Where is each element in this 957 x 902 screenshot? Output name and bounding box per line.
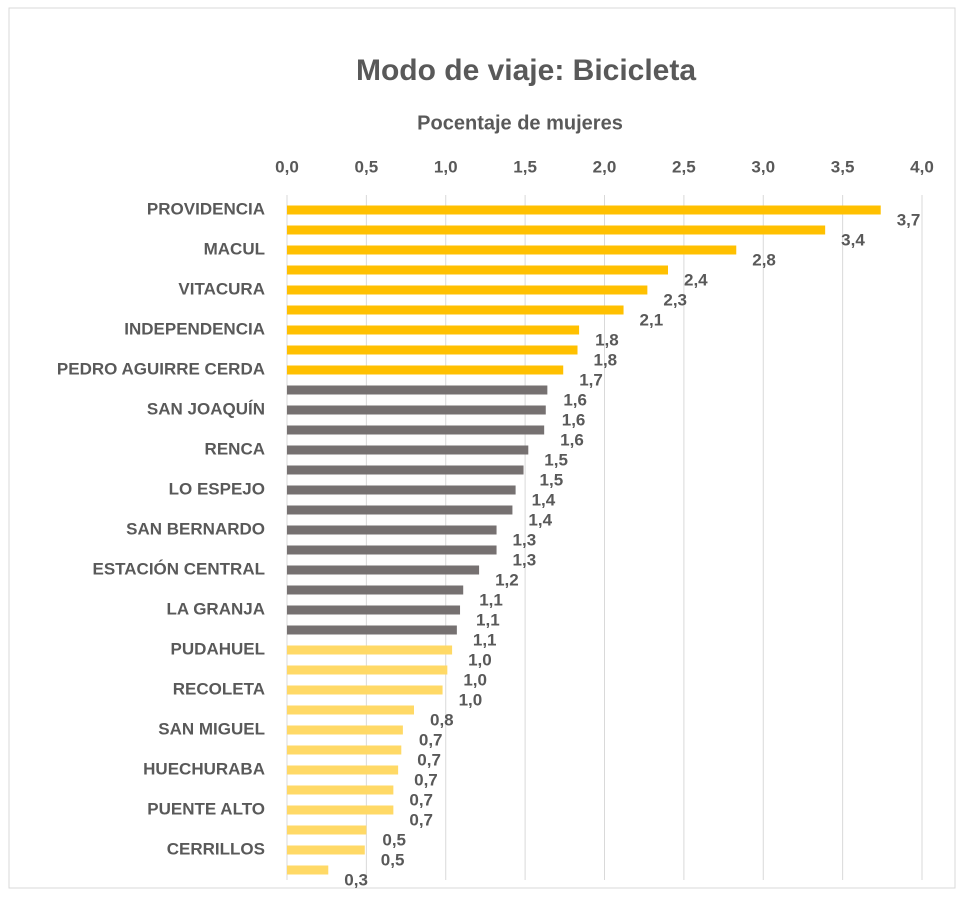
bar [287,385,548,395]
bar [287,825,367,835]
x-tick-label: 0,5 [355,157,379,176]
value-label: 0,3 [344,870,368,889]
bar [287,745,402,755]
value-label: 0,7 [414,770,438,789]
chart-subtitle: Pocentaje de mujeres [417,112,623,134]
y-tick-label: RECOLETA [173,679,265,698]
value-label: 0,8 [430,710,454,729]
x-tick-label: 2,0 [593,157,617,176]
value-label: 3,4 [841,230,865,249]
bar [287,465,524,475]
bar [287,305,624,315]
value-label: 1,2 [495,570,519,589]
chart-title: Modo de viaje: Bicicleta [356,54,696,87]
value-label: 0,5 [381,850,405,869]
value-label: 1,1 [476,610,500,629]
bar [287,225,826,235]
y-tick-label: RENCA [205,439,265,458]
bar [287,765,399,775]
y-tick-label: PROVIDENCIA [147,199,265,218]
value-label: 0,7 [409,790,433,809]
value-label: 0,7 [409,810,433,829]
bar [287,865,329,875]
bar [287,685,443,695]
y-tick-label: PUDAHUEL [171,639,265,658]
bar [287,665,448,675]
bar [287,325,580,335]
value-label: 0,7 [417,750,441,769]
bar [287,585,464,595]
bar [287,705,414,715]
bar [287,805,394,815]
x-tick-label: 1,5 [513,157,537,176]
x-tick-label: 2,5 [672,157,696,176]
bar [287,845,365,855]
bar [287,485,516,495]
value-label: 1,0 [463,670,487,689]
bar [287,605,461,615]
bar [287,545,497,555]
y-tick-label: INDEPENDENCIA [124,319,265,338]
bar [287,365,564,375]
value-label: 1,6 [563,390,587,409]
value-label: 2,1 [640,310,664,329]
y-tick-label: PUENTE ALTO [147,799,265,818]
bar [287,265,668,275]
y-tick-label: CERRILLOS [167,839,265,858]
y-tick-label: SAN BERNARDO [126,519,265,538]
bar [287,425,545,435]
value-label: 1,4 [532,490,556,509]
value-label: 2,4 [684,270,708,289]
value-label: 1,5 [544,450,568,469]
value-label: 1,6 [562,410,586,429]
x-tick-label: 3,5 [831,157,855,176]
value-label: 1,3 [513,530,537,549]
x-tick-label: 1,0 [434,157,458,176]
bar [287,645,453,655]
x-tick-label: 0,0 [275,157,299,176]
bar [287,725,403,735]
bar [287,785,394,795]
bar [287,285,648,295]
value-label: 0,7 [419,730,443,749]
value-label: 1,7 [579,370,603,389]
bar [287,245,737,255]
value-label: 2,3 [663,290,687,309]
value-label: 3,7 [897,210,921,229]
value-label: 1,5 [540,470,564,489]
y-tick-label: SAN JOAQUÍN [147,399,265,418]
bar [287,345,578,355]
value-label: 1,1 [479,590,503,609]
y-tick-label: HUECHURABA [143,759,265,778]
value-label: 1,8 [595,330,619,349]
x-tick-label: 4,0 [910,157,934,176]
value-label: 1,6 [560,430,584,449]
bar [287,625,457,635]
y-tick-label: MACUL [204,239,265,258]
bar [287,205,881,215]
y-tick-label: ESTACIÓN CENTRAL [92,559,265,578]
bar [287,525,497,535]
y-tick-label: LO ESPEJO [169,479,265,498]
value-label: 1,0 [468,650,492,669]
y-tick-label: VITACURA [178,279,265,298]
value-label: 1,4 [528,510,552,529]
value-label: 1,0 [459,690,483,709]
x-tick-label: 3,0 [751,157,775,176]
y-tick-label: SAN MIGUEL [158,719,265,738]
bar [287,405,546,415]
value-label: 0,5 [382,830,406,849]
bar [287,565,480,575]
y-tick-label: LA GRANJA [166,599,265,618]
value-label: 1,8 [594,350,618,369]
y-tick-label: PEDRO AGUIRRE CERDA [57,359,265,378]
value-label: 2,8 [752,250,776,269]
value-label: 1,1 [473,630,497,649]
bar [287,445,529,455]
bar [287,505,513,515]
value-label: 1,3 [513,550,537,569]
